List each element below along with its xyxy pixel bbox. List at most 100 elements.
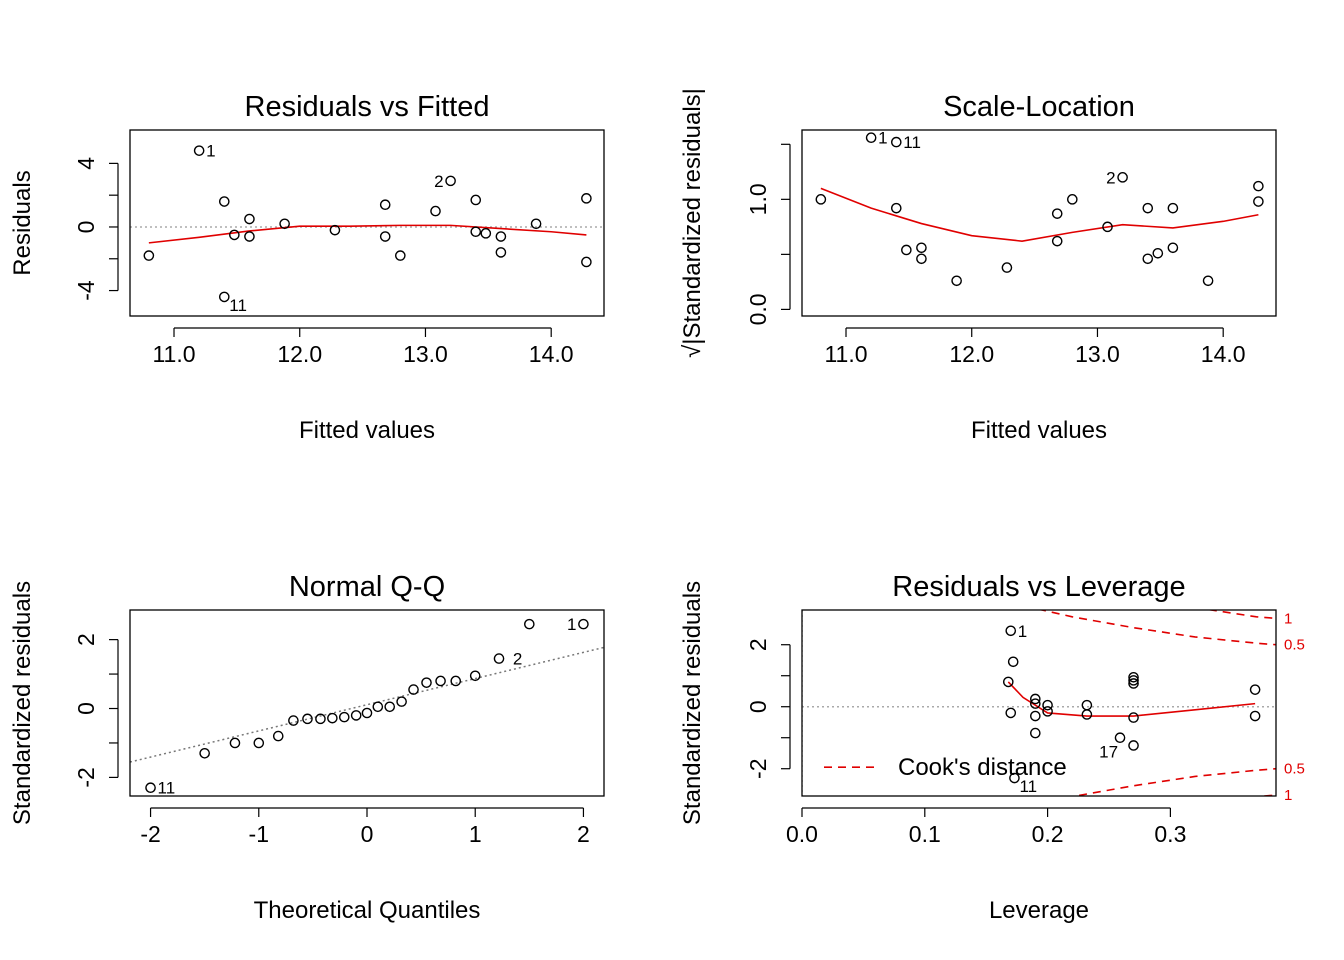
- plot-frame: [801, 609, 1277, 797]
- cooks-level-label: 0.5: [1284, 637, 1305, 654]
- data-point: [218, 291, 230, 303]
- x-axis-label: Fitted values: [971, 417, 1107, 444]
- x-tick-label: 0: [361, 821, 374, 847]
- point-label: 1: [567, 615, 576, 634]
- data-point: [229, 737, 241, 749]
- point-label: 1: [206, 142, 215, 161]
- data-point: [890, 136, 902, 148]
- cooks-level-label: 0.5: [1284, 761, 1305, 778]
- y-axis-label: √|Standardized residuals|: [679, 88, 706, 358]
- data-point: [145, 782, 156, 794]
- plot-frame: [801, 129, 1277, 317]
- cooks-distance-curve: [1071, 767, 1276, 796]
- plot-frame: [129, 129, 605, 317]
- data-point: [1067, 194, 1078, 205]
- cooks-level-label: 1: [1284, 610, 1292, 627]
- data-point: [372, 701, 384, 713]
- point-label: 2: [513, 650, 522, 669]
- data-point: [1152, 247, 1164, 259]
- x-tick-label: 14.0: [529, 341, 574, 367]
- data-point: [1051, 208, 1063, 219]
- x-tick-label: 0.2: [1032, 821, 1064, 847]
- data-point: [1117, 172, 1128, 183]
- data-point: [1005, 707, 1017, 719]
- data-point: [361, 707, 373, 719]
- data-point: [379, 231, 391, 242]
- data-point: [1001, 262, 1013, 273]
- data-point: [450, 675, 462, 687]
- x-tick-label: 12.0: [949, 341, 994, 367]
- data-point: [218, 196, 230, 207]
- x-tick-label: 0.3: [1154, 821, 1186, 847]
- data-point: [901, 244, 912, 256]
- data-point: [350, 710, 362, 721]
- data-point: [1081, 699, 1093, 711]
- data-point: [1167, 242, 1179, 254]
- data-point: [395, 250, 406, 261]
- x-tick-label: 1: [469, 821, 482, 847]
- data-point: [581, 256, 592, 268]
- data-point: [530, 218, 542, 230]
- data-point: [495, 231, 507, 242]
- data-point: [916, 242, 927, 254]
- data-point: [302, 713, 313, 725]
- data-point: [1042, 699, 1053, 711]
- data-point: [445, 175, 456, 187]
- x-tick-label: -1: [249, 821, 269, 847]
- x-axis-label: Fitted values: [299, 417, 435, 444]
- data-point: [244, 213, 255, 225]
- data-point: [1142, 253, 1154, 265]
- plot-area: [820, 187, 1259, 242]
- data-point: [327, 712, 338, 724]
- x-tick-label: 12.0: [277, 341, 322, 367]
- data-point: [379, 199, 391, 211]
- cooks-level-label: 1: [1284, 787, 1292, 804]
- panel-scale-location: Scale-Location Fitted values √|Standardize…: [679, 88, 1277, 444]
- data-point: [480, 228, 492, 239]
- data-point: [1007, 656, 1019, 668]
- data-point: [1253, 180, 1264, 192]
- data-point: [315, 713, 326, 725]
- data-point: [1009, 772, 1020, 784]
- data-point: [1030, 710, 1041, 722]
- data-point: [1128, 678, 1139, 689]
- y-axis-label: Residuals: [9, 170, 36, 275]
- point-label: 1: [878, 129, 887, 148]
- point-label: 11: [903, 133, 921, 152]
- x-tick-label: 13.0: [1075, 341, 1120, 367]
- point-label: 2: [1106, 168, 1115, 187]
- y-tick-label: 2: [745, 638, 771, 651]
- data-point: [815, 194, 827, 205]
- data-point: [1042, 706, 1053, 717]
- data-point: [1249, 684, 1261, 695]
- data-point: [581, 193, 592, 204]
- data-point: [1128, 671, 1139, 683]
- data-point: [229, 229, 240, 241]
- data-point: [279, 218, 290, 230]
- plot-area: [130, 224, 604, 244]
- data-point: [1102, 221, 1113, 233]
- y-tick-label: 0: [745, 700, 771, 713]
- y-tick-label: -4: [73, 280, 99, 301]
- data-point: [578, 618, 589, 630]
- data-point: [329, 224, 341, 236]
- y-tick-label: 0.0: [745, 293, 771, 325]
- data-point: [272, 730, 284, 742]
- data-point: [1114, 732, 1126, 744]
- cooks-distance-curve: [1038, 610, 1276, 646]
- x-tick-label: 0.0: [786, 821, 818, 847]
- chart-title: Residuals vs Leverage: [892, 571, 1185, 603]
- data-point: [396, 696, 407, 707]
- smoother-line: [148, 224, 587, 244]
- data-point: [384, 701, 396, 713]
- data-point: [916, 253, 927, 265]
- panel-residuals-vs-fitted: Residuals vs Fitted Fitted values Residual…: [9, 91, 605, 444]
- x-tick-label: 11.0: [824, 341, 867, 367]
- plot-frame: [129, 609, 605, 797]
- qq-reference-line: [130, 646, 604, 763]
- y-tick-label: 4: [73, 157, 99, 170]
- smoother-line: [1007, 681, 1256, 717]
- chart-title: Normal Q-Q: [289, 571, 445, 603]
- point-label: 11: [229, 296, 247, 315]
